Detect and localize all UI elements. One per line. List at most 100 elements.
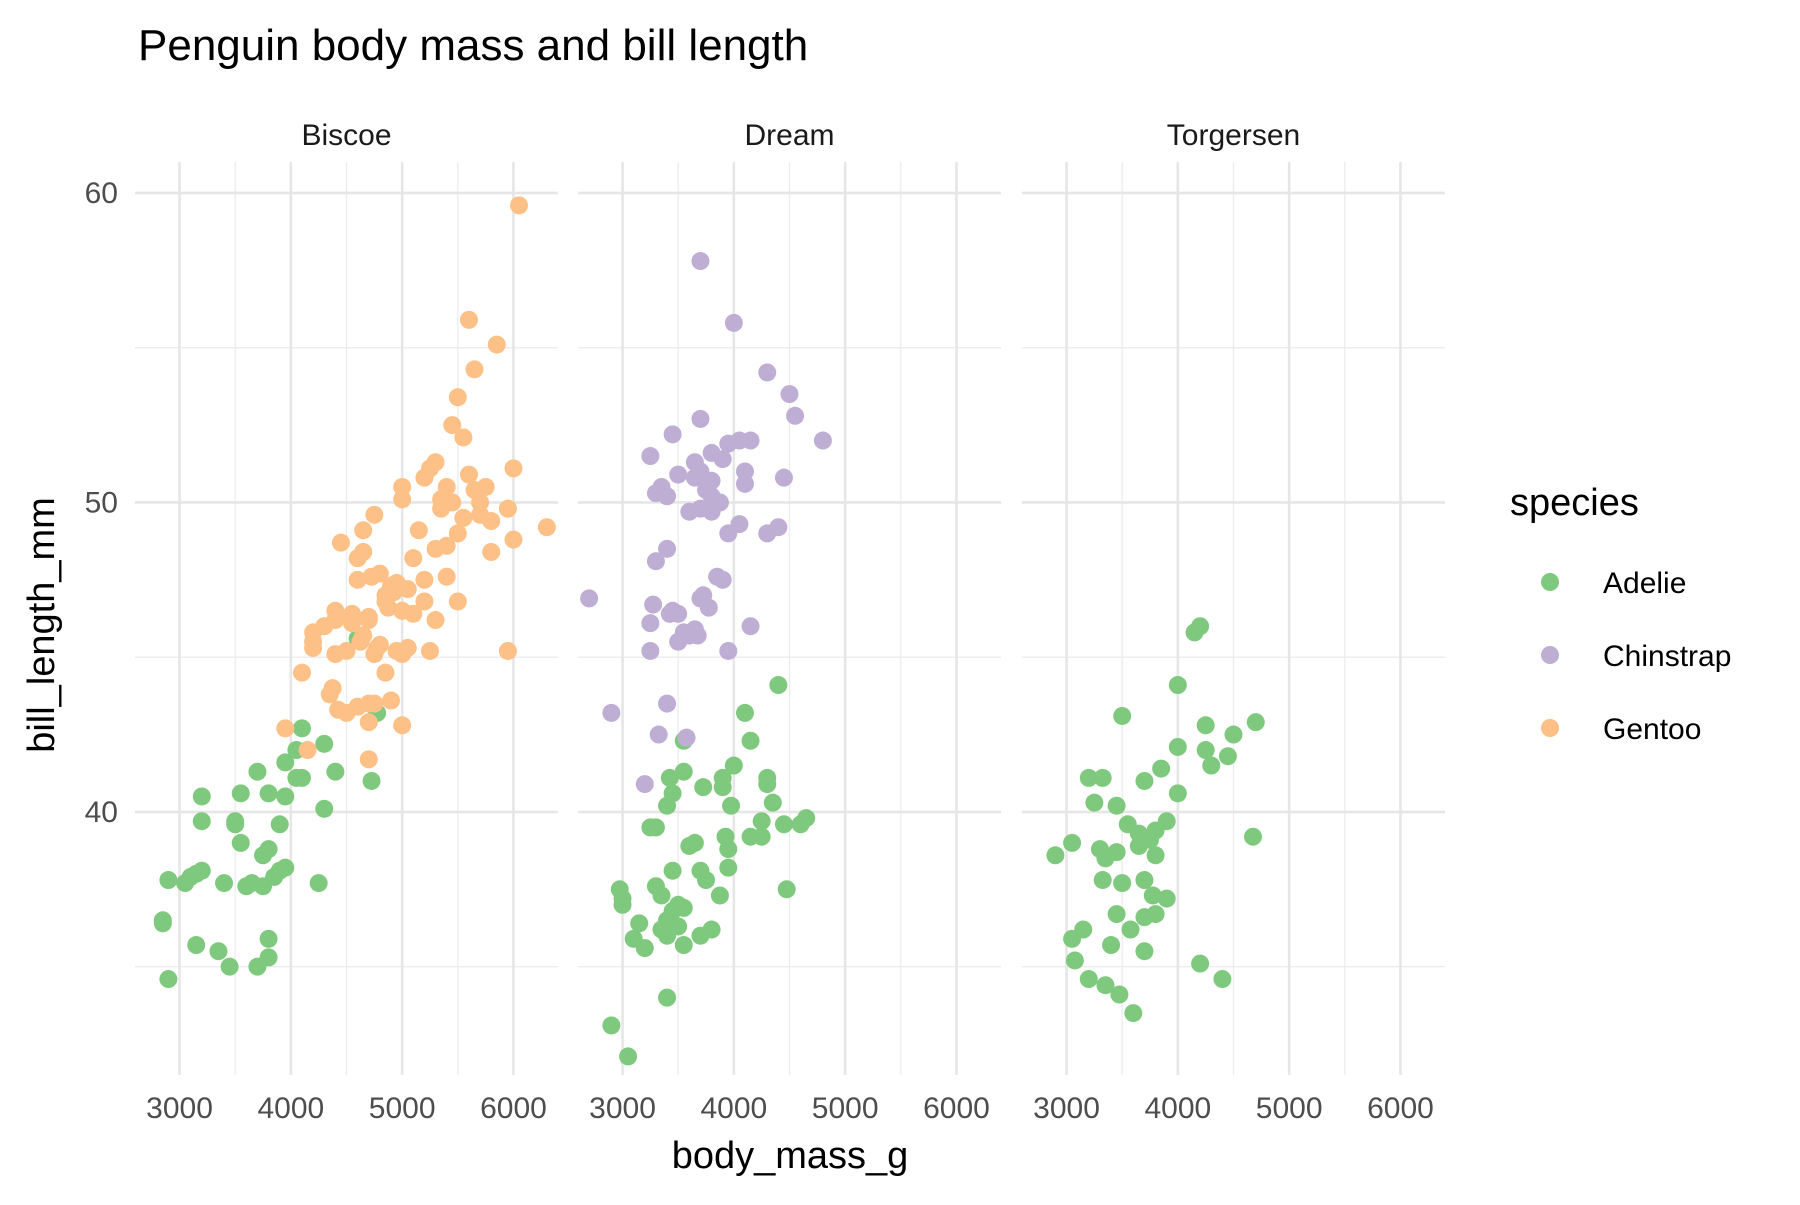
data-point-adelie	[231, 833, 250, 852]
data-point-chinstrap	[713, 570, 732, 589]
x-tick-label: 6000	[1367, 1092, 1434, 1125]
data-point-adelie	[752, 812, 771, 831]
data-point-adelie	[1065, 951, 1084, 970]
data-point-adelie	[259, 929, 278, 948]
facet-panels: Biscoe 3000 4000 5000 6000 Dream 3000 4000 5000 6…	[85, 119, 1445, 1125]
data-point-gentoo	[459, 310, 478, 329]
data-point-gentoo	[498, 641, 517, 660]
data-point-adelie	[1196, 716, 1215, 735]
x-tick-label: 6000	[480, 1092, 547, 1125]
data-point-adelie	[1146, 905, 1165, 924]
data-point-adelie	[797, 809, 816, 828]
data-point-gentoo	[376, 663, 395, 682]
legend: species Adelie Chinstrap Gentoo	[1510, 482, 1731, 746]
data-point-adelie	[1093, 768, 1112, 787]
data-point-gentoo	[448, 592, 467, 611]
data-point-adelie	[1079, 970, 1098, 989]
data-point-adelie	[276, 787, 295, 806]
data-point-adelie	[752, 827, 771, 846]
data-point-adelie	[1152, 759, 1171, 778]
data-point-gentoo	[510, 196, 529, 215]
data-point-adelie	[209, 942, 228, 961]
data-point-chinstrap	[677, 728, 696, 747]
data-point-chinstrap	[774, 468, 793, 487]
data-point-adelie	[292, 768, 311, 787]
data-point-chinstrap	[758, 363, 777, 382]
data-point-gentoo	[437, 536, 456, 555]
data-point-gentoo	[454, 428, 473, 447]
data-point-adelie	[362, 771, 381, 790]
data-point-adelie	[741, 731, 760, 750]
data-point-adelie	[259, 784, 278, 803]
data-point-adelie	[652, 886, 671, 905]
data-point-gentoo	[354, 521, 373, 540]
data-point-chinstrap	[602, 703, 621, 722]
x-tick-label: 5000	[812, 1092, 879, 1125]
data-point-gentoo	[498, 499, 517, 518]
data-point-gentoo	[393, 716, 412, 735]
data-point-chinstrap	[724, 313, 743, 332]
data-point-adelie	[231, 784, 250, 803]
data-point-adelie	[292, 719, 311, 738]
data-point-adelie	[613, 895, 632, 914]
data-point-adelie	[602, 1016, 621, 1035]
data-point-chinstrap	[658, 487, 677, 506]
data-point-gentoo	[426, 453, 445, 472]
legend-key-chinstrap	[1541, 646, 1559, 664]
data-point-chinstrap	[669, 465, 688, 484]
legend-label: Gentoo	[1603, 713, 1701, 746]
data-point-gentoo	[331, 533, 350, 552]
data-point-adelie	[1202, 756, 1221, 775]
data-point-adelie	[259, 840, 278, 859]
data-point-gentoo	[393, 477, 412, 496]
x-tick-label: 4000	[1144, 1092, 1211, 1125]
legend-items: Adelie Chinstrap Gentoo	[1541, 567, 1731, 746]
data-point-gentoo	[504, 459, 523, 478]
data-point-chinstrap	[735, 462, 754, 481]
data-point-adelie	[1213, 970, 1232, 989]
data-point-adelie	[724, 756, 743, 775]
data-point-gentoo	[443, 416, 462, 435]
data-point-chinstrap	[644, 595, 663, 614]
data-point-gentoo	[454, 508, 473, 527]
data-point-adelie	[722, 796, 741, 815]
data-point-chinstrap	[786, 406, 805, 425]
data-point-chinstrap	[641, 614, 660, 633]
data-point-chinstrap	[649, 725, 668, 744]
data-point-gentoo	[365, 694, 384, 713]
data-point-adelie	[663, 861, 682, 880]
data-point-adelie	[674, 898, 693, 917]
data-point-gentoo	[465, 360, 484, 379]
data-point-gentoo	[415, 570, 434, 589]
data-point-adelie	[192, 812, 211, 831]
data-point-chinstrap	[741, 617, 760, 636]
data-point-chinstrap	[713, 450, 732, 469]
x-tick-label: 4000	[257, 1092, 324, 1125]
data-point-chinstrap	[691, 252, 710, 271]
data-point-adelie	[1135, 871, 1154, 890]
data-point-adelie	[619, 1047, 638, 1066]
data-point-adelie	[1079, 768, 1098, 787]
data-point-chinstrap	[658, 539, 677, 558]
data-point-adelie	[1218, 747, 1237, 766]
data-point-gentoo	[276, 719, 295, 738]
data-point-gentoo	[379, 598, 398, 617]
data-point-gentoo	[437, 567, 456, 586]
data-point-chinstrap	[635, 775, 654, 794]
data-point-adelie	[159, 871, 178, 890]
data-point-chinstrap	[702, 471, 721, 490]
facet-panel-torgersen: Torgersen 3000 4000 5000 6000	[1022, 119, 1445, 1125]
data-point-adelie	[187, 936, 206, 955]
data-point-chinstrap	[669, 604, 688, 623]
data-point-adelie	[1110, 985, 1129, 1004]
data-point-adelie	[1191, 954, 1210, 973]
data-point-gentoo	[409, 521, 428, 540]
data-point-gentoo	[359, 607, 378, 626]
data-point-adelie	[702, 920, 721, 939]
data-point-adelie	[1196, 741, 1215, 760]
legend-label: Adelie	[1603, 567, 1686, 600]
data-point-gentoo	[504, 530, 523, 549]
data-point-gentoo	[426, 611, 445, 630]
data-point-chinstrap	[780, 385, 799, 404]
data-point-adelie	[1243, 827, 1262, 846]
